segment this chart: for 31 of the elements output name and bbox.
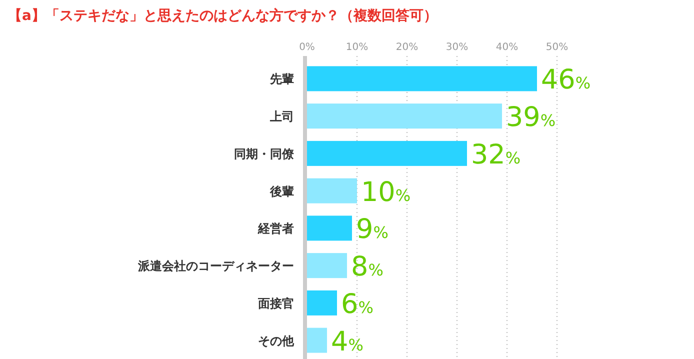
data-label: 39% [506,102,556,134]
bar [307,140,467,166]
x-tick-label: 50% [546,42,568,53]
x-tick-label: 0% [299,42,315,53]
x-tick-label: 30% [446,42,468,53]
bar [307,216,352,241]
bar [307,66,537,92]
data-label: 32% [471,139,521,170]
data-label: 46% [541,64,591,96]
bar [307,290,337,316]
y-tick-label: 後輩 [269,184,294,198]
bar [307,104,502,129]
y-tick-label: 先輩 [269,72,294,86]
x-tick-label: 40% [496,42,518,53]
bar [307,178,357,204]
y-tick-label: その他 [258,334,295,348]
bar [307,328,327,353]
y-tick-label: 派遣会社のコーディネーター [137,259,294,274]
bar [307,253,347,278]
y-tick-label: 面接官 [257,296,294,310]
x-tick-label: 20% [396,42,418,53]
data-label: 4% [331,326,364,358]
data-label: 6% [341,288,374,320]
x-tick-label: 10% [346,42,368,53]
data-label: 9% [356,214,388,246]
chart-title: 【a】「ステキだな」と思えたのはどんな方ですか？（複数回答可） [8,7,438,24]
y-tick-label: 経営者 [257,222,294,236]
y-tick-label: 上司 [269,110,294,124]
y-tick-label: 同期・同僚 [234,146,295,161]
data-label: 10% [361,176,411,208]
data-label: 8% [351,252,384,283]
